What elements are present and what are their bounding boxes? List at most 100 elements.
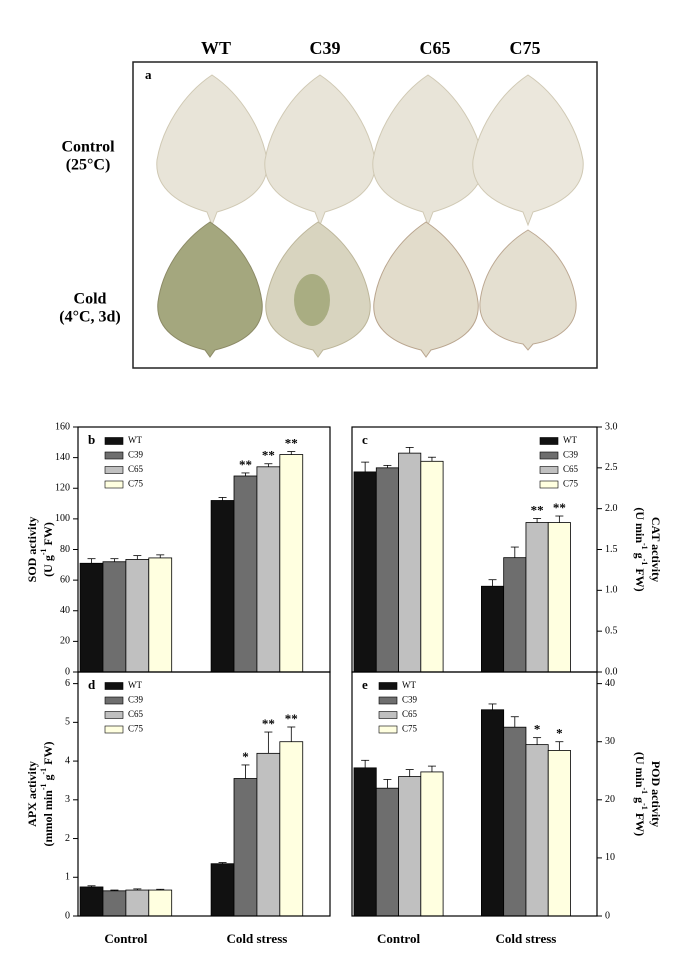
x-tick-label: Control xyxy=(104,931,147,946)
leaf xyxy=(373,221,479,358)
legend-swatch xyxy=(104,451,124,460)
legend-swatch xyxy=(378,696,398,705)
legend-swatch xyxy=(539,437,559,445)
y-tick-label: 0 xyxy=(65,666,70,677)
y-tick-label: 3.0 xyxy=(605,421,618,432)
error-bar xyxy=(264,731,273,754)
y-axis-label-part: g xyxy=(41,775,55,784)
y-tick-label: 0.0 xyxy=(605,666,618,677)
y-axis-label: (U min-1 g-1 FW) xyxy=(633,507,648,591)
legend-label: WT xyxy=(563,435,577,445)
y-axis-label-part: (U min xyxy=(633,507,647,543)
bar xyxy=(102,561,127,673)
significance-label: ** xyxy=(285,435,298,450)
significance-label: * xyxy=(242,749,249,764)
bar xyxy=(420,771,444,917)
legend-label: WT xyxy=(402,680,416,690)
bar xyxy=(481,585,505,673)
bar xyxy=(353,767,377,917)
y-tick-label: 3 xyxy=(65,794,70,805)
y-axis-label-part: -1 xyxy=(39,784,48,791)
y-axis-label-part: APX activity xyxy=(25,761,39,827)
panel-label: a xyxy=(145,67,152,82)
panel-label: c xyxy=(362,432,368,447)
legend-label: C65 xyxy=(402,709,418,719)
y-tick-label: 120 xyxy=(55,483,70,494)
y-tick-label: 80 xyxy=(60,544,70,555)
error-bar xyxy=(241,764,250,779)
y-axis-label-part: -1 xyxy=(640,543,649,550)
column-header: WT xyxy=(201,38,231,58)
legend-swatch xyxy=(378,725,398,734)
bar xyxy=(353,471,377,673)
y-tick-label: 40 xyxy=(605,678,615,689)
x-tick-label: Cold stress xyxy=(227,931,288,946)
significance-label: ** xyxy=(239,457,252,472)
bar xyxy=(481,709,505,917)
error-bar xyxy=(510,716,519,728)
significance-label: * xyxy=(534,722,541,737)
row-label: (4°C, 3d) xyxy=(59,309,121,326)
y-axis-label-part: -1 xyxy=(640,788,649,795)
y-tick-label: 40 xyxy=(60,605,70,616)
error-bar xyxy=(383,464,392,468)
bar xyxy=(233,475,258,673)
significance-label: ** xyxy=(262,448,275,463)
y-tick-label: 1 xyxy=(65,872,70,883)
legend-label: C75 xyxy=(563,479,579,489)
y-tick-label: 20 xyxy=(60,636,70,647)
leaf xyxy=(479,229,577,351)
leaf xyxy=(157,221,263,358)
bar xyxy=(125,889,150,917)
bar xyxy=(210,863,235,917)
y-axis-label-part: -1 xyxy=(640,803,649,810)
y-axis-label-part: -1 xyxy=(39,548,48,555)
legend-label: C39 xyxy=(128,695,144,705)
error-bar xyxy=(405,769,414,777)
y-axis-label-part: -1 xyxy=(39,768,48,775)
legend-label: C65 xyxy=(563,464,579,474)
row-label: Control xyxy=(61,139,115,156)
bar xyxy=(79,562,104,673)
y-axis-label-part: SOD activity xyxy=(25,517,39,583)
bar xyxy=(503,726,527,917)
y-axis-label: SOD activity xyxy=(25,517,39,583)
legend-swatch xyxy=(104,696,124,705)
y-tick-label: 0 xyxy=(65,910,70,921)
bar xyxy=(210,500,235,673)
panel-label: d xyxy=(88,677,96,692)
y-axis-label-part: (U min xyxy=(633,752,647,788)
y-axis-label-part: FW) xyxy=(633,810,647,836)
bar xyxy=(256,752,281,917)
row-label: (25°C) xyxy=(66,157,111,174)
significance-label: ** xyxy=(262,716,275,731)
bar xyxy=(420,460,444,673)
error-bar xyxy=(510,546,519,558)
error-bar xyxy=(110,558,119,562)
error-bar xyxy=(287,726,296,742)
error-bar xyxy=(87,885,96,887)
y-axis-label-part: FW) xyxy=(41,522,55,548)
significance-label: * xyxy=(556,726,563,741)
bar xyxy=(79,886,104,917)
legend-swatch xyxy=(104,711,124,719)
column-header: C75 xyxy=(510,38,541,58)
y-axis-label-part: (mmol min xyxy=(41,790,55,847)
y-axis-label-part: FW) xyxy=(633,565,647,591)
error-bar xyxy=(133,555,142,560)
error-bar xyxy=(555,741,564,751)
bar xyxy=(398,452,422,673)
y-tick-label: 6 xyxy=(65,678,70,689)
legend-label: C75 xyxy=(128,724,144,734)
y-tick-label: 1.5 xyxy=(605,544,618,555)
panel-label: b xyxy=(88,432,95,447)
y-tick-label: 0 xyxy=(605,910,610,921)
legend-label: C39 xyxy=(563,450,579,460)
y-tick-label: 2.5 xyxy=(605,462,618,473)
error-bar xyxy=(87,558,96,564)
bar xyxy=(547,750,571,917)
panel-label: e xyxy=(362,677,368,692)
y-tick-label: 20 xyxy=(605,794,615,805)
